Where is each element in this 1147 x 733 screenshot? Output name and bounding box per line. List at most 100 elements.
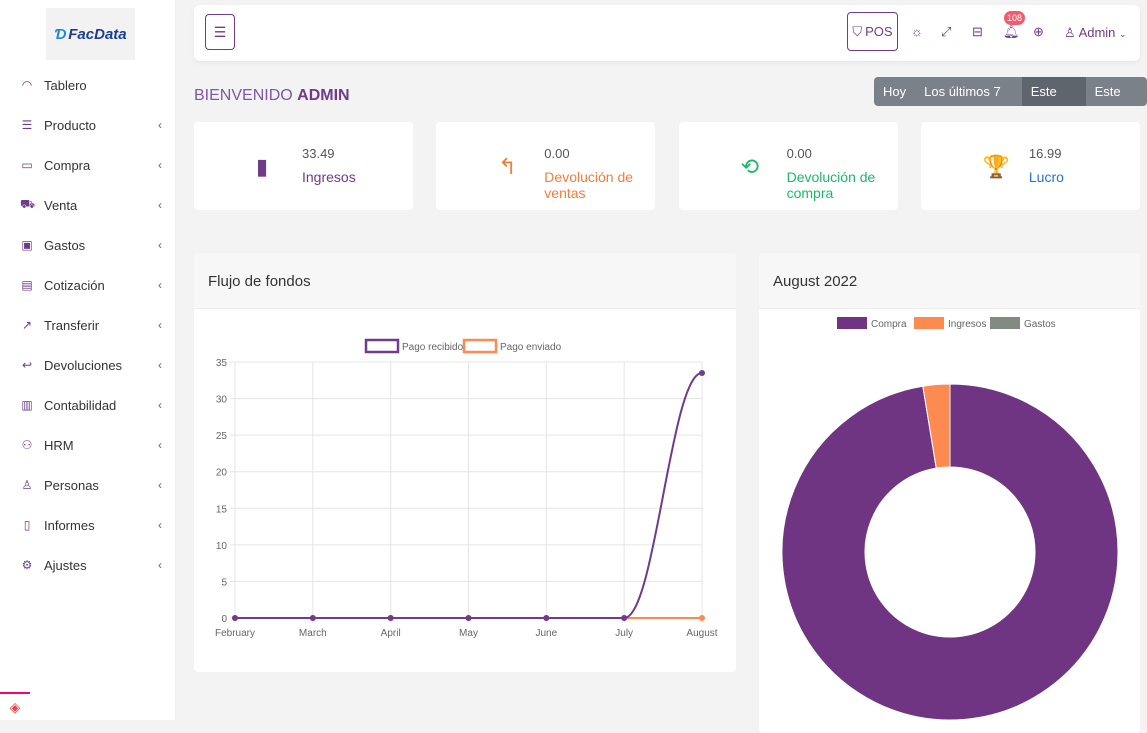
chevron-left-icon: ‹ (158, 318, 162, 332)
chevron-left-icon: ‹ (158, 198, 162, 212)
stat-card[interactable]: ⟲ 0.00 Devolución de compra (678, 122, 898, 210)
stat-value: 33.49 (302, 146, 335, 161)
bell-icon[interactable]: 🔔︎ (1003, 24, 1020, 39)
sidebar-item-ajustes[interactable]: ⚙ Ajustes ‹ (0, 545, 176, 585)
pos-button[interactable]: ⛉ POS (847, 12, 898, 51)
stat-label: Ingresos (302, 169, 356, 185)
legend-label: Pago enviado (500, 342, 562, 353)
monthly-doughnut-chart: Compra Ingresos Gastos (781, 317, 1119, 721)
cash-flow-panel: Flujo de fondos 0 5 10 15 20 25 30 35 February Ma… (194, 253, 736, 672)
x-tick-label: February (215, 628, 255, 639)
sidebar-item-label: Gastos (44, 237, 86, 253)
monthly-panel: August 2022 Compra Ingresos Gastos (759, 253, 1140, 733)
file-icon: ▯ (23, 518, 31, 532)
range-button[interactable]: Los últimos 7 días (924, 84, 1001, 99)
sidebar-item-transferir[interactable]: ↗ Transferir ‹ (0, 305, 176, 345)
logo-text: FacData (68, 25, 127, 43)
fullscreen-icon[interactable]: ⤢ (941, 24, 952, 39)
sidebar-item-label: Transferir (44, 317, 100, 333)
stat-value: 0.00 (786, 146, 812, 161)
data-point (387, 615, 394, 621)
data-point (621, 615, 628, 621)
stat-card[interactable]: 🏆 16.99 Lucro (920, 122, 1140, 210)
legend-label: Gastos (1024, 319, 1056, 330)
welcome-heading: BIENVENIDO ADMIN (194, 87, 350, 105)
sidebar-item-label: Ajustes (44, 557, 87, 573)
slice-compra (781, 383, 1119, 721)
y-tick-label: 10 (216, 541, 228, 552)
range-button[interactable]: Este mes (1021, 77, 1086, 106)
chevron-down-icon: ⌄ (1119, 29, 1127, 39)
language-icon[interactable]: ⊕ (1033, 24, 1044, 39)
sidebar-item-label: Personas (44, 477, 99, 493)
menu-toggle-button[interactable]: ☰ (205, 14, 235, 50)
briefcase-icon: ▥ (21, 398, 33, 412)
sidebar-nav: ◠ Tablero ☰ Producto ‹ ▭ Compra ‹ ⛟ Venta ‹ ▣ Gastos… (0, 65, 176, 585)
y-tick-label: 20 (216, 468, 228, 479)
sidebar-item-label: Cotización (44, 277, 105, 293)
stat-icon: ⟲ (740, 154, 760, 179)
data-point (699, 615, 705, 621)
sidebar-item-label: Producto (44, 117, 97, 133)
data-point (465, 615, 472, 621)
stat-card[interactable]: ↰ 0.00 Devolución de ventas (436, 122, 656, 210)
card-icon: ▭ (21, 158, 33, 172)
chevron-left-icon: ‹ (158, 518, 162, 532)
x-tick-label: April (381, 628, 401, 639)
data-point (543, 615, 550, 621)
sidebar-item-label: Informes (44, 517, 95, 533)
legend-swatch (914, 317, 944, 329)
legend-label: Compra (871, 319, 907, 330)
user-menu[interactable]: ♙ Admin ⌄ (1064, 25, 1127, 41)
sidebar-item-cotizacion[interactable]: ▤ Cotización ‹ (0, 265, 176, 305)
legend-label: Ingresos (948, 319, 986, 330)
stat-icon: ↰ (498, 154, 517, 179)
sidebar-item-compra[interactable]: ▭ Compra ‹ (0, 145, 176, 185)
sidebar-item-devoluciones[interactable]: ↩ Devoluciones ‹ (0, 345, 176, 385)
sidebar-item-personas[interactable]: ♙ Personas ‹ (0, 465, 176, 505)
sidebar-item-label: Contabilidad (44, 397, 117, 413)
users-icon: ⚇ (21, 438, 33, 452)
stat-value: 16.99 (1028, 146, 1062, 161)
theme-icon[interactable]: ☼ (911, 24, 923, 39)
y-tick-label: 35 (216, 358, 228, 369)
laravel-icon[interactable]: ◈ (0, 692, 30, 720)
data-point (699, 370, 705, 377)
stat-value: 0.00 (544, 146, 570, 161)
share-icon: ↗ (21, 318, 33, 332)
user-name: Admin (1078, 25, 1116, 40)
legend-label: Pago recibido (402, 342, 464, 353)
wallet-icon: ▣ (21, 238, 33, 252)
y-tick-label: 15 (216, 504, 228, 515)
sidebar-item-tablero[interactable]: ◠ Tablero (0, 65, 176, 105)
stat-card[interactable]: ▮ 33.49 Ingresos (194, 122, 413, 210)
legend-swatch (990, 317, 1020, 329)
legend-swatch (462, 338, 498, 354)
sidebar-item-gastos[interactable]: ▣ Gastos ‹ (0, 225, 176, 265)
x-tick-label: March (299, 628, 327, 639)
topbar: ☰ ⛉ POS ☼ ⤢ ⊟ 🔔︎ 108 ⊕ ♙ Admin ⌄ (194, 5, 1140, 61)
logo-icon: Ɗ (54, 25, 67, 43)
data-point (309, 615, 316, 621)
store-icon[interactable]: ⊟ (972, 24, 983, 39)
range-button[interactable]: Este año (1094, 84, 1121, 99)
chevron-left-icon: ‹ (158, 118, 162, 132)
welcome-name: ADMIN (297, 87, 350, 104)
logo[interactable]: Ɗ FacData (46, 8, 135, 60)
sidebar-item-hrm[interactable]: ⚇ HRM ‹ (0, 425, 176, 465)
sidebar-item-contabilidad[interactable]: ▥ Contabilidad ‹ (0, 385, 176, 425)
chevron-left-icon: ‹ (158, 478, 162, 492)
sidebar-item-venta[interactable]: ⛟ Venta ‹ (0, 185, 176, 225)
chevron-left-icon: ‹ (158, 398, 162, 412)
sidebar-item-producto[interactable]: ☰ Producto ‹ (0, 105, 176, 145)
x-tick-label: July (615, 628, 633, 639)
cash-flow-title: Flujo de fondos (194, 253, 736, 309)
y-tick-label: 25 (216, 431, 228, 442)
stat-icon: 🏆 (982, 154, 1011, 179)
chevron-left-icon: ‹ (158, 558, 162, 572)
sidebar-item-label: Compra (44, 157, 91, 173)
sidebar-item-informes[interactable]: ▯ Informes ‹ (0, 505, 176, 545)
chevron-left-icon: ‹ (158, 238, 162, 252)
range-button[interactable]: Hoy (883, 84, 907, 99)
stat-label: Devolución de ventas (544, 169, 634, 201)
